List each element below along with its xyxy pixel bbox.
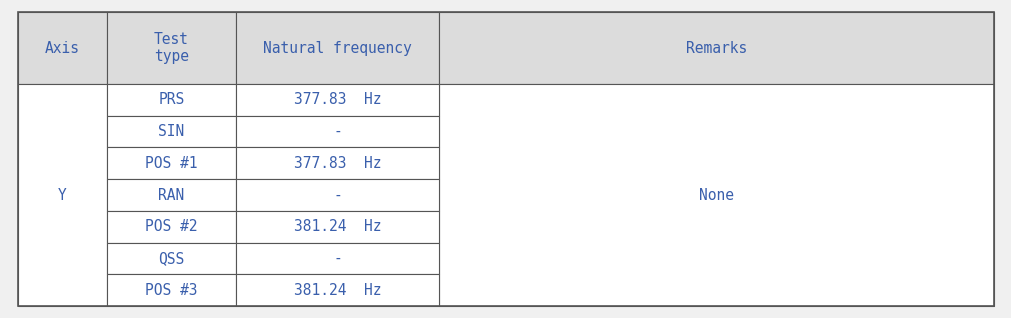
Bar (439, 12, 993, 84)
Text: Y: Y (59, 188, 67, 203)
Bar (236, 12, 439, 84)
Text: 377.83  Hz: 377.83 Hz (293, 93, 381, 107)
Bar (18, 84, 107, 306)
Text: POS #2: POS #2 (146, 219, 197, 234)
Bar (236, 148, 439, 179)
Bar (236, 179, 439, 211)
Bar (18, 12, 107, 84)
Bar (107, 12, 236, 84)
Text: -: - (333, 251, 342, 266)
Text: 377.83  Hz: 377.83 Hz (293, 156, 381, 171)
Text: 381.24  Hz: 381.24 Hz (293, 283, 381, 298)
Bar (107, 243, 236, 274)
Text: Axis: Axis (45, 40, 80, 56)
Text: QSS: QSS (159, 251, 185, 266)
Text: -: - (333, 124, 342, 139)
Text: Remarks: Remarks (685, 40, 746, 56)
Bar (107, 274, 236, 306)
Text: -: - (333, 188, 342, 203)
Bar (107, 211, 236, 243)
Text: POS #3: POS #3 (146, 283, 197, 298)
Bar (236, 243, 439, 274)
Bar (107, 84, 236, 116)
Text: PRS: PRS (159, 93, 185, 107)
Text: RAN: RAN (159, 188, 185, 203)
Bar (236, 116, 439, 148)
Text: None: None (699, 188, 733, 203)
Bar (236, 211, 439, 243)
Text: 381.24  Hz: 381.24 Hz (293, 219, 381, 234)
Bar (107, 116, 236, 148)
Text: POS #1: POS #1 (146, 156, 197, 171)
Bar (236, 274, 439, 306)
Bar (107, 148, 236, 179)
Text: SIN: SIN (159, 124, 185, 139)
Text: Natural frequency: Natural frequency (263, 40, 411, 56)
Bar (439, 84, 993, 306)
Bar (107, 179, 236, 211)
Text: Test
type: Test type (154, 32, 189, 64)
Bar (236, 84, 439, 116)
